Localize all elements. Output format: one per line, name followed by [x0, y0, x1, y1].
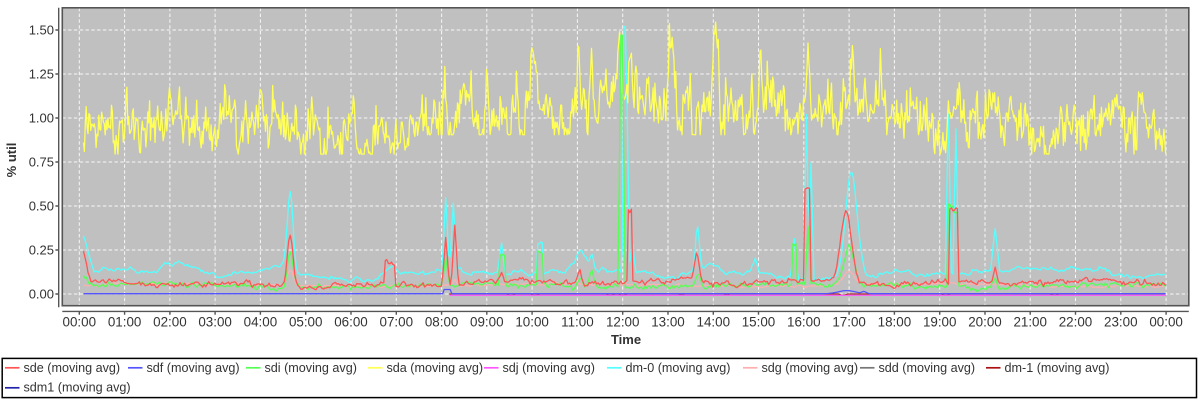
svg-text:dm-0 (moving avg): dm-0 (moving avg)	[626, 361, 731, 375]
svg-text:sde (moving avg): sde (moving avg)	[24, 361, 121, 375]
svg-text:02:00: 02:00	[153, 315, 187, 330]
svg-text:00:00: 00:00	[63, 315, 97, 330]
svg-text:21:00: 21:00	[1013, 315, 1047, 330]
svg-text:0.00: 0.00	[29, 287, 54, 302]
svg-text:sdi (moving avg): sdi (moving avg)	[265, 361, 357, 375]
svg-text:04:00: 04:00	[244, 315, 278, 330]
svg-text:08:00: 08:00	[425, 315, 459, 330]
svg-text:% util: % util	[4, 143, 19, 178]
svg-text:0.75: 0.75	[29, 155, 54, 170]
svg-text:09:00: 09:00	[470, 315, 504, 330]
svg-text:14:00: 14:00	[697, 315, 731, 330]
svg-text:1.25: 1.25	[29, 67, 54, 82]
svg-text:0.25: 0.25	[29, 243, 54, 258]
svg-text:sdj (moving avg): sdj (moving avg)	[503, 361, 595, 375]
svg-text:15:00: 15:00	[742, 315, 776, 330]
svg-text:sdf (moving avg): sdf (moving avg)	[147, 361, 240, 375]
svg-text:01:00: 01:00	[108, 315, 142, 330]
svg-text:12:00: 12:00	[606, 315, 640, 330]
svg-text:20:00: 20:00	[968, 315, 1002, 330]
svg-text:19:00: 19:00	[923, 315, 957, 330]
svg-text:18:00: 18:00	[878, 315, 912, 330]
svg-text:sdm1 (moving avg): sdm1 (moving avg)	[24, 381, 131, 395]
svg-text:07:00: 07:00	[380, 315, 414, 330]
svg-text:10:00: 10:00	[515, 315, 549, 330]
svg-text:sdg (moving avg): sdg (moving avg)	[762, 361, 859, 375]
svg-text:1.50: 1.50	[29, 23, 54, 38]
svg-text:11:00: 11:00	[561, 315, 594, 330]
svg-text:17:00: 17:00	[832, 315, 866, 330]
svg-text:dm-1 (moving avg): dm-1 (moving avg)	[1005, 361, 1110, 375]
svg-text:Time: Time	[611, 332, 641, 347]
svg-text:03:00: 03:00	[198, 315, 232, 330]
svg-text:0.50: 0.50	[29, 199, 54, 214]
svg-text:23:00: 23:00	[1104, 315, 1138, 330]
svg-text:13:00: 13:00	[651, 315, 685, 330]
svg-text:06:00: 06:00	[334, 315, 368, 330]
svg-text:sdd (moving avg): sdd (moving avg)	[879, 361, 976, 375]
svg-text:22:00: 22:00	[1059, 315, 1093, 330]
svg-text:sda (moving avg): sda (moving avg)	[387, 361, 484, 375]
svg-text:1.00: 1.00	[29, 111, 54, 126]
svg-text:00:00: 00:00	[1149, 315, 1183, 330]
svg-text:16:00: 16:00	[787, 315, 821, 330]
svg-text:05:00: 05:00	[289, 315, 323, 330]
